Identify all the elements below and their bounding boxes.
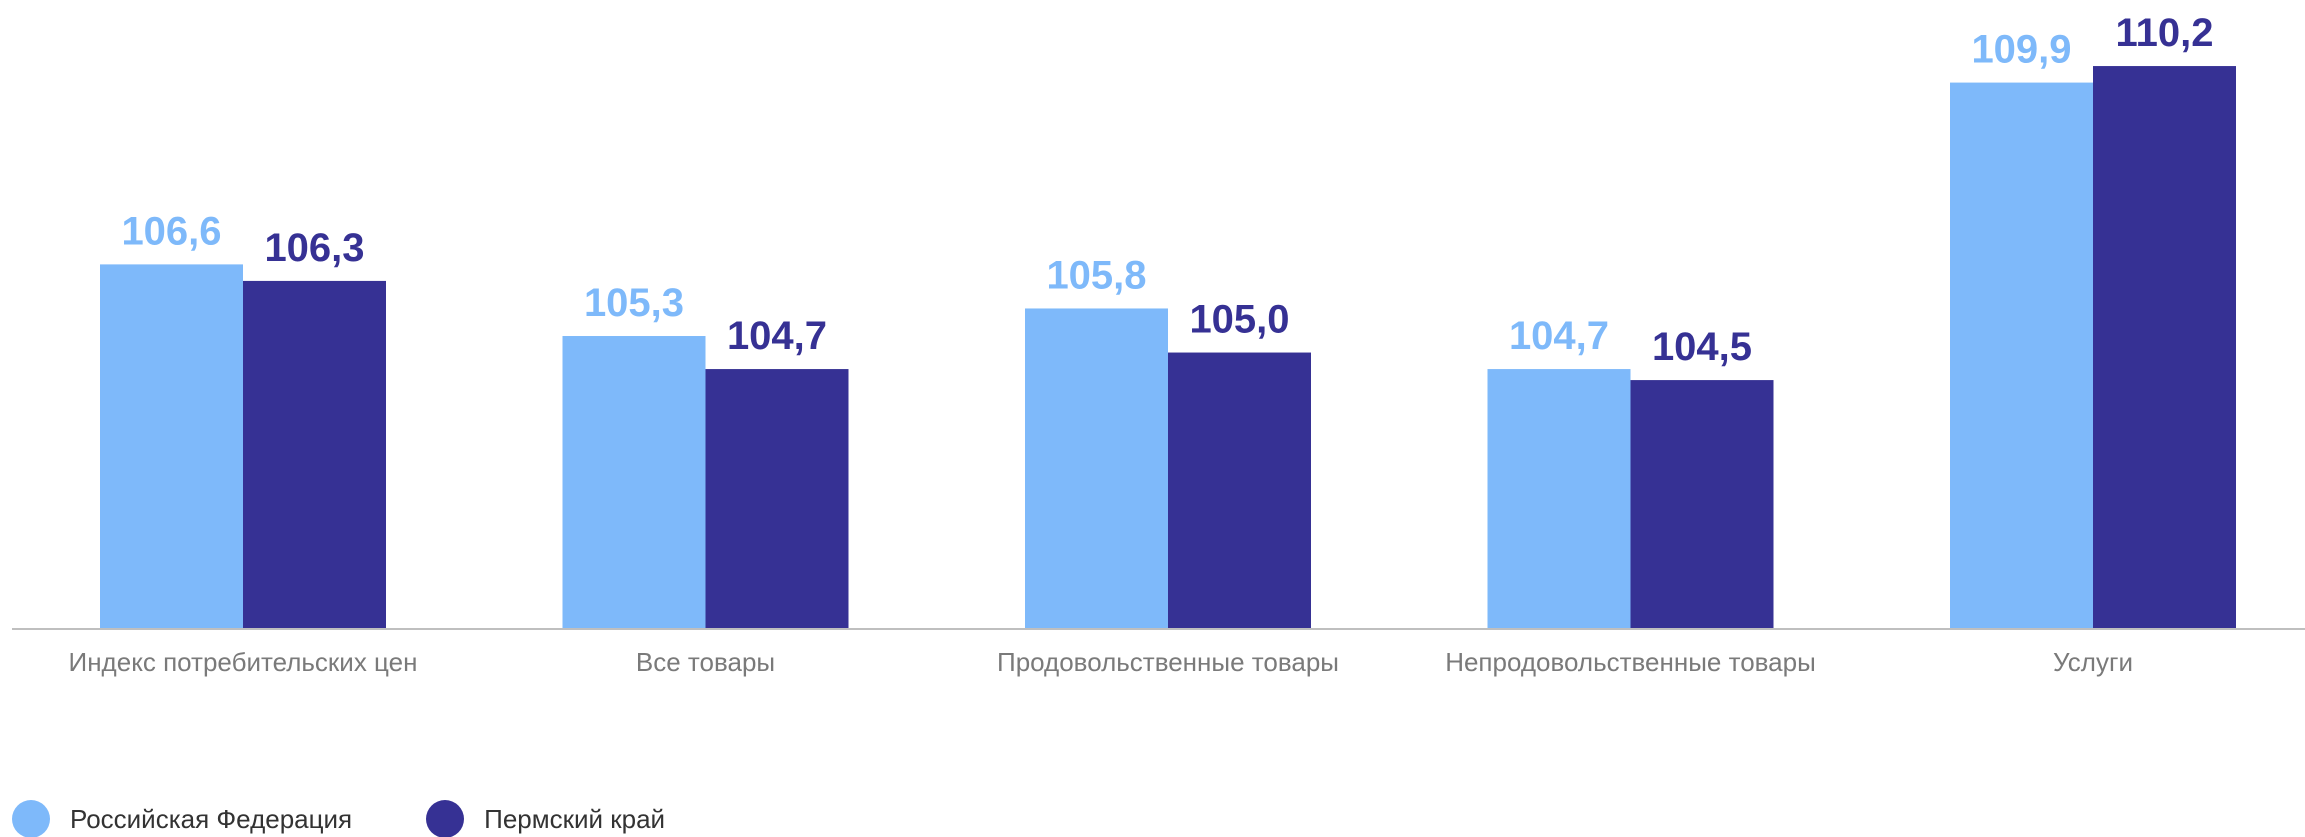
- legend-item-series-0: Российская Федерация: [12, 800, 352, 837]
- data-label-series-1-cat-1: 104,7: [727, 314, 827, 358]
- data-label-series-0-cat-2: 105,8: [1046, 253, 1146, 297]
- bar-series-0-cat-0: [100, 264, 243, 628]
- data-label-series-1-cat-3: 104,5: [1652, 325, 1752, 369]
- x-tick-label-0: Индекс потребительских цен: [69, 647, 418, 677]
- x-tick-label-3: Непродовольственные товары: [1445, 647, 1816, 677]
- legend-label-series-1: Пермский край: [484, 803, 666, 834]
- x-tick-label-1: Все товары: [636, 647, 775, 677]
- data-label-series-1-cat-4: 110,2: [2116, 11, 2214, 55]
- bar-series-1-cat-1: [705, 369, 849, 628]
- data-label-series-0-cat-4: 109,9: [1971, 28, 2071, 72]
- bar-series-0-cat-1: [562, 336, 706, 628]
- bar-series-1-cat-3: [1630, 380, 1774, 628]
- legend-item-series-1: Пермский край: [426, 800, 665, 837]
- legend-marker-series-0: [12, 800, 50, 837]
- data-label-series-1-cat-0: 106,3: [264, 226, 364, 270]
- data-label-series-0-cat-1: 105,3: [584, 281, 684, 325]
- bar-series-0-cat-3: [1487, 369, 1631, 628]
- bar-series-1-cat-2: [1168, 352, 1311, 628]
- data-label-series-1-cat-2: 105,0: [1189, 298, 1289, 342]
- bar-series-1-cat-4: [2093, 66, 2236, 629]
- bar-series-1-cat-0: [243, 280, 386, 628]
- legend-label-series-0: Российская Федерация: [70, 803, 353, 834]
- bar-series-0-cat-4: [1950, 82, 2093, 629]
- legend-marker-series-1: [426, 800, 465, 837]
- data-label-series-0-cat-0: 106,6: [121, 209, 221, 253]
- data-label-series-0-cat-3: 104,7: [1509, 314, 1609, 358]
- x-tick-label-2: Продовольственные товары: [997, 647, 1339, 677]
- bar-series-0-cat-2: [1025, 308, 1168, 628]
- x-tick-label-4: Услуги: [2053, 647, 2133, 677]
- legend: Российская Федерация Пермский край: [12, 800, 739, 837]
